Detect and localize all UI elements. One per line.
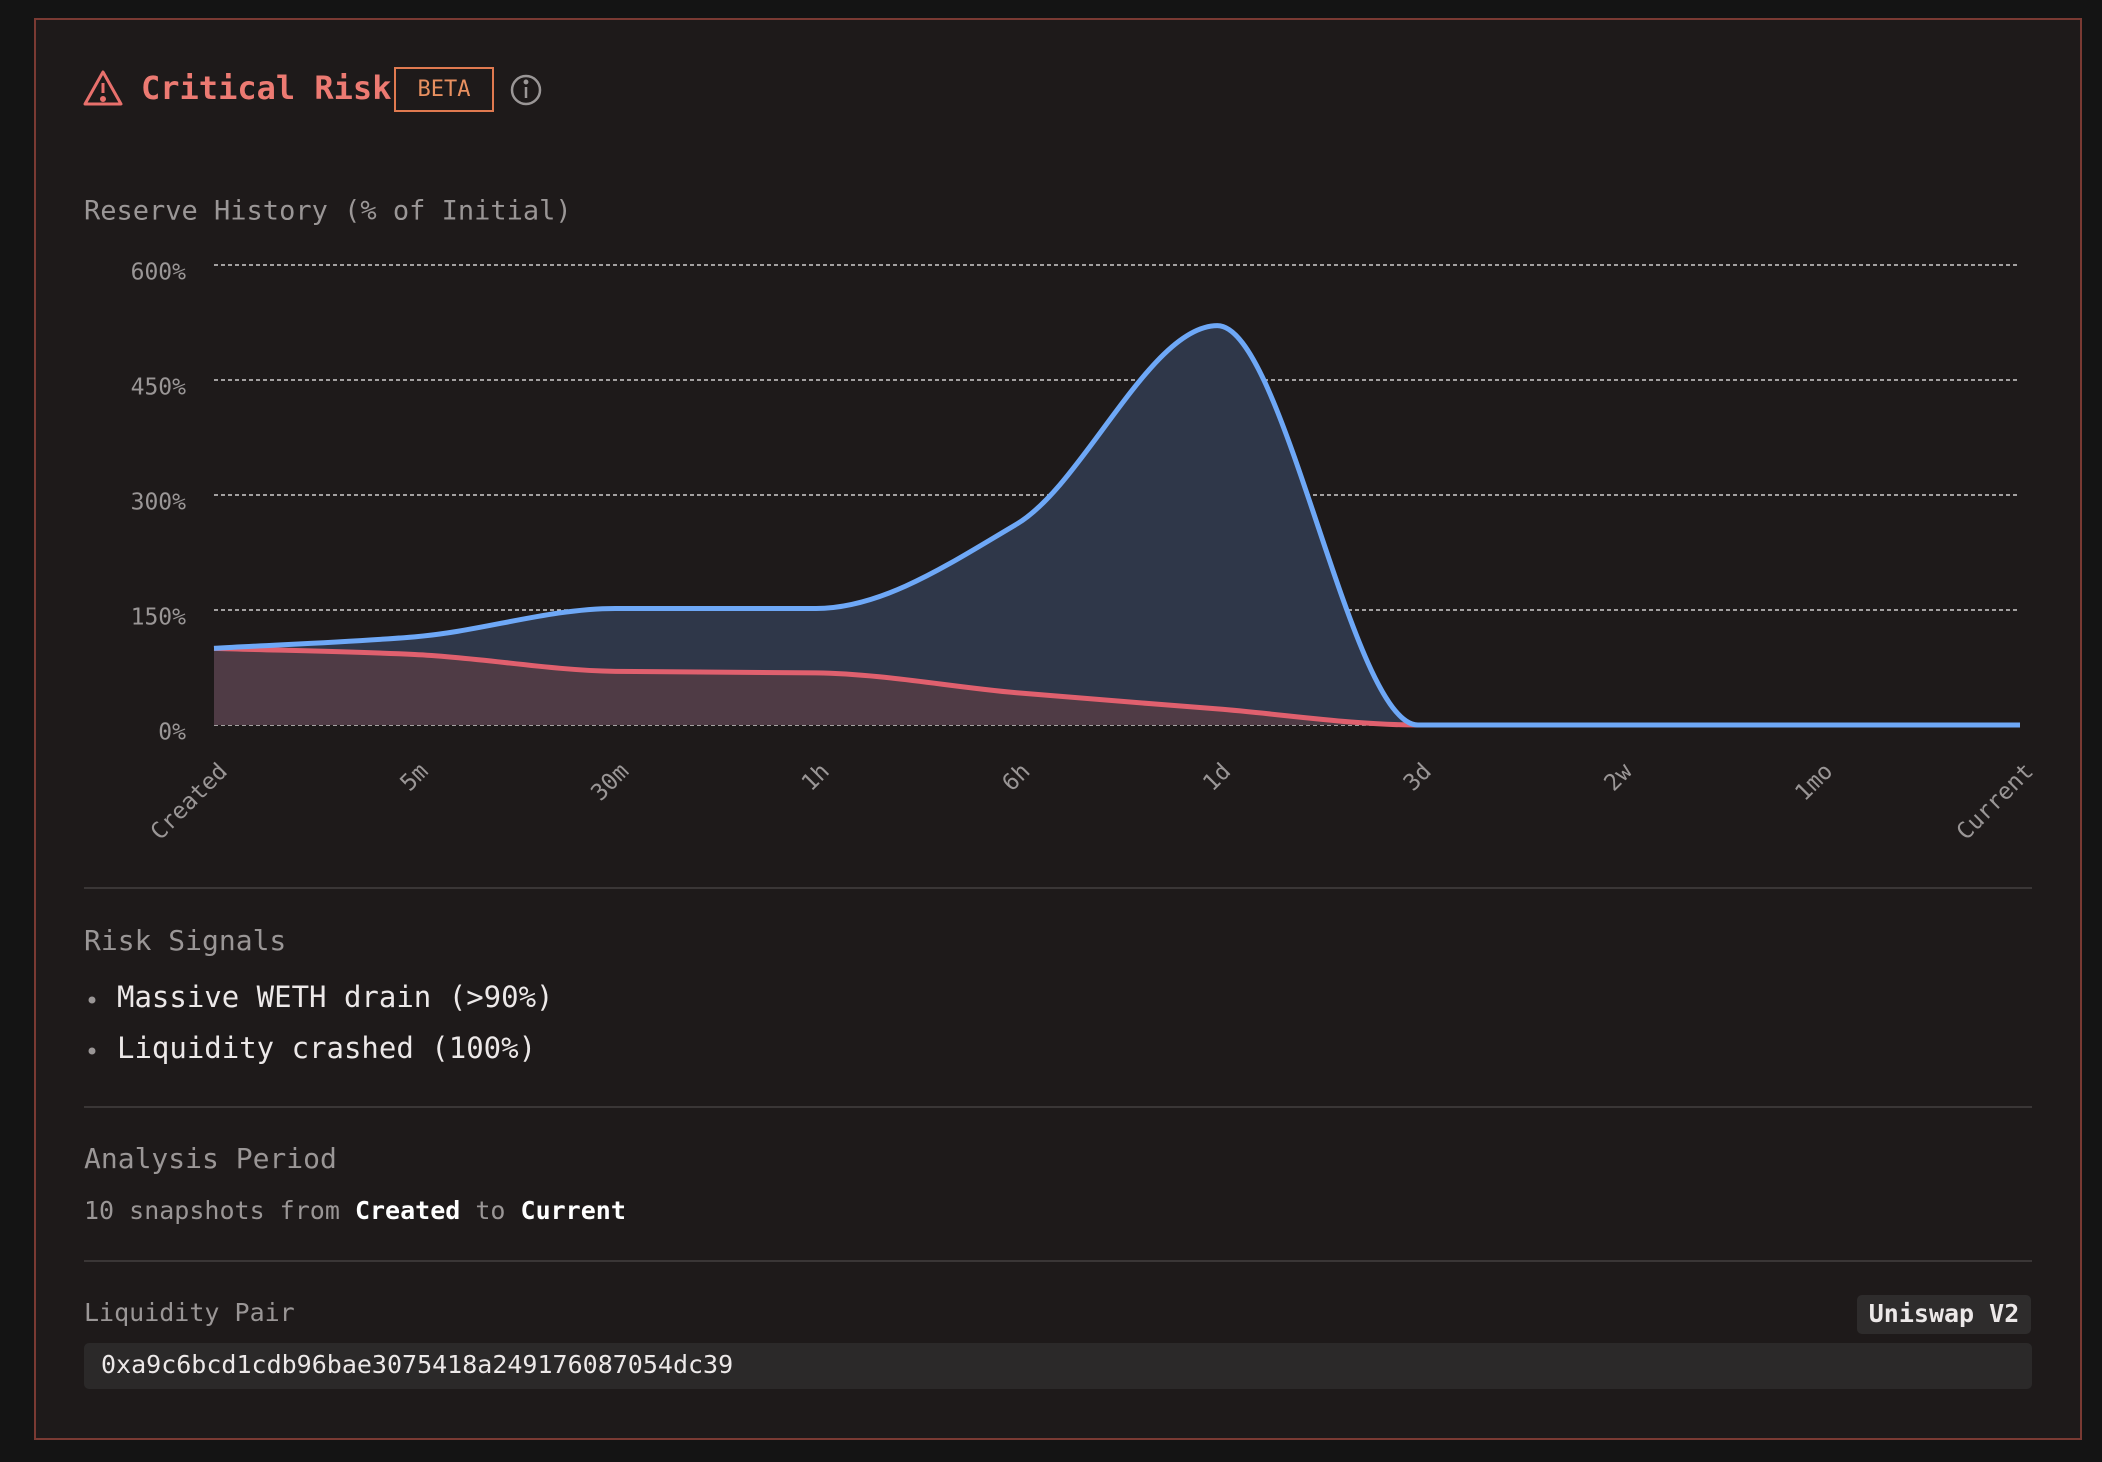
card-frame (34, 18, 2082, 1440)
y-tick-label: 600% (131, 260, 187, 286)
risk-signal: Liquidity crashed (100%) (117, 1031, 536, 1065)
area-fill (214, 648, 2020, 725)
y-tick-label: 450% (131, 375, 187, 401)
analysis-summary: 10 snapshots from Created to Current (84, 1196, 626, 1225)
protocol: Uniswap V2 (1869, 1299, 2020, 1328)
series-line (213, 323, 2020, 728)
beta-badge (394, 67, 494, 112)
summary-text: to (475, 1196, 505, 1225)
bullet (88, 996, 96, 1004)
address[interactable]: 0xa9c6bcd1cdb96bae3075418a249176087054dc… (101, 1350, 733, 1379)
warning-icon (83, 70, 123, 106)
area-fill (214, 325, 2020, 725)
chart-title: Reserve History (% of Initial) (84, 196, 572, 227)
summary-end: Current (521, 1196, 626, 1225)
y-tick-label: 300% (131, 490, 187, 516)
bullet (88, 1047, 96, 1055)
address-box[interactable] (84, 1343, 2032, 1389)
summary-text: 10 snapshots from (84, 1196, 340, 1225)
section-title: Risk Signals (84, 924, 286, 957)
info-icon[interactable] (510, 74, 542, 106)
protocol-badge (1857, 1295, 2031, 1334)
summary-start: Created (355, 1196, 460, 1225)
section-title: Liquidity Pair (84, 1298, 295, 1327)
beta-label: BETA (418, 77, 471, 102)
title: Critical Risk (141, 69, 391, 107)
y-tick-label: 150% (131, 605, 187, 631)
y-tick-label: 0% (158, 720, 186, 746)
section-title: Analysis Period (84, 1142, 337, 1175)
risk-signal: Massive WETH drain (>90%) (117, 980, 554, 1014)
